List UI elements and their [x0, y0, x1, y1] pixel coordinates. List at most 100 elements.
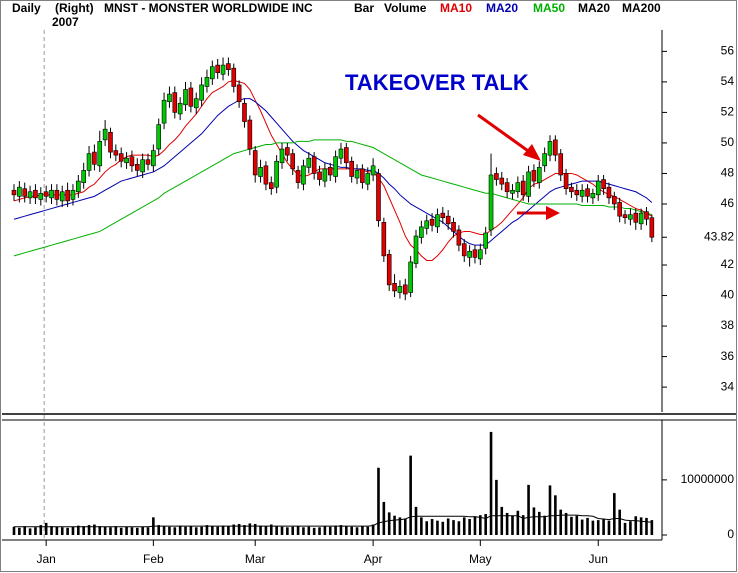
annotation-arrows	[477, 113, 560, 220]
volume-bar	[227, 526, 230, 535]
candle-body	[397, 286, 403, 293]
volume-bar	[473, 516, 477, 535]
candle-body	[488, 174, 494, 231]
x-tick-label: Jan	[36, 552, 55, 566]
volume-average-line	[14, 514, 652, 528]
candle-body	[92, 151, 97, 165]
candle-body	[54, 189, 60, 200]
volume-bar	[157, 525, 161, 535]
volume-bar	[623, 522, 627, 535]
candle-body	[220, 64, 226, 75]
candle-body	[145, 159, 151, 165]
candle-body	[177, 102, 183, 115]
volume-bar	[495, 479, 498, 535]
candle-body	[156, 124, 162, 150]
volume-bar	[570, 516, 573, 535]
candle-body	[333, 156, 338, 177]
candle-body	[601, 179, 606, 190]
volume-bar	[23, 526, 27, 535]
volume-bar	[275, 526, 278, 535]
volume-bar	[398, 517, 402, 535]
candle-body	[59, 191, 65, 202]
volume-bar	[345, 526, 348, 535]
volume-bar	[414, 506, 418, 535]
candle-body	[301, 165, 306, 185]
volume-bar	[141, 526, 144, 535]
volume-bar	[479, 515, 482, 535]
volume-bar	[34, 527, 37, 535]
volume-bar	[355, 527, 359, 535]
volume-bar	[98, 526, 102, 535]
y-tick-label: 36	[721, 349, 735, 363]
candle-body	[649, 217, 655, 238]
candle-body	[118, 153, 124, 162]
candle-body	[644, 211, 649, 220]
x-tick-label: Mar	[245, 552, 266, 566]
volume-bar	[436, 520, 439, 535]
volume-bar	[211, 526, 214, 535]
candle-body	[569, 186, 574, 193]
volume-bar	[543, 515, 546, 535]
candle-body	[526, 171, 531, 197]
candle-body	[456, 229, 462, 246]
volume-bar	[532, 507, 536, 535]
volume-bar	[639, 517, 643, 535]
volume-bar	[521, 515, 525, 535]
candle-body	[429, 218, 435, 226]
candle-body	[419, 226, 424, 238]
candle-body	[612, 196, 617, 205]
volume-bar	[269, 524, 273, 535]
x-tick-label: Jun	[589, 552, 608, 566]
volume-bar	[28, 528, 32, 535]
candle-body	[49, 189, 54, 199]
candle-body	[81, 170, 86, 183]
volume-bar	[409, 455, 412, 535]
volume-bar	[377, 467, 380, 535]
moving-average-line	[13, 98, 653, 246]
candle-body	[606, 186, 612, 199]
volume-bar	[103, 526, 107, 535]
year-label: 2007	[52, 15, 79, 29]
candle-body	[483, 232, 488, 249]
y-tick-label: 40	[721, 288, 735, 302]
volume-bar	[243, 525, 246, 535]
candle-body	[402, 284, 408, 295]
volume-bar	[259, 525, 262, 535]
candle-body	[295, 170, 301, 183]
volume-bar	[60, 527, 64, 535]
candle-body	[386, 254, 392, 286]
volume-bar	[328, 526, 332, 535]
candle-body	[172, 92, 178, 113]
volume-bar	[602, 519, 605, 535]
x-tick-label: May	[469, 552, 492, 566]
volume-bar	[371, 524, 375, 535]
candle-body	[210, 66, 215, 80]
volume-bar	[334, 525, 337, 535]
candle-body	[226, 63, 231, 70]
candle-body	[11, 189, 17, 196]
volume-bar	[634, 516, 638, 535]
y-tick-label: 38	[721, 318, 735, 332]
candle-body	[510, 189, 515, 194]
candle-body	[531, 170, 537, 182]
candle-body	[17, 186, 22, 197]
y-tick-label: 42	[721, 257, 735, 271]
candle-body	[322, 168, 328, 182]
candle-body	[478, 249, 483, 260]
volume-bar	[382, 501, 386, 535]
candle-body	[167, 93, 172, 103]
header-item: MA200	[622, 1, 661, 15]
volume-bar	[216, 526, 219, 535]
candle-body	[247, 119, 253, 150]
volume-bar	[87, 525, 91, 535]
volume-bar	[312, 527, 316, 535]
volume-bar	[462, 517, 466, 535]
x-tick-label: Apr	[364, 552, 383, 566]
candle-body	[536, 167, 542, 183]
volume-bar	[387, 512, 391, 535]
volume-bar	[184, 526, 187, 535]
y-tick-label: 56	[721, 44, 735, 58]
y-tick-label: 54	[721, 74, 735, 88]
